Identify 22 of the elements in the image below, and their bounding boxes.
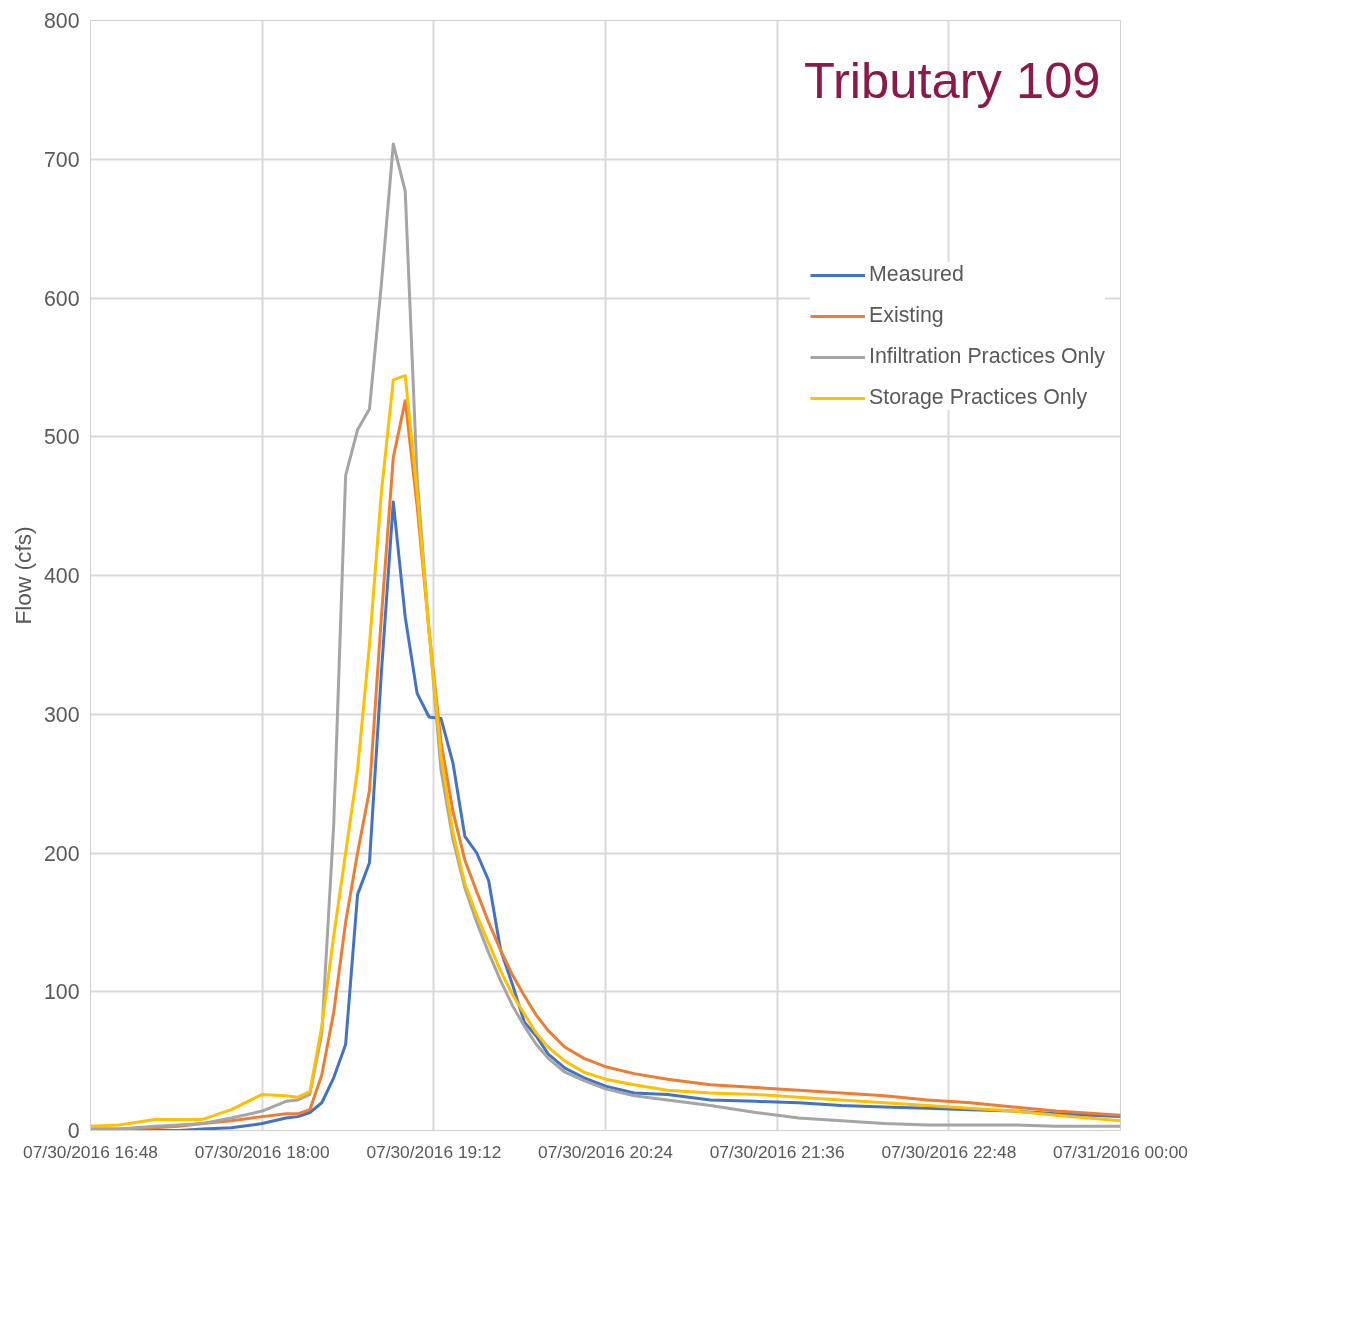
legend-label: Infiltration Practices Only: [869, 344, 1105, 369]
y-tick-label: 400: [43, 564, 80, 588]
legend-label: Measured: [869, 262, 964, 287]
x-tick-label: 07/30/2016 22:48: [881, 1141, 1017, 1162]
x-tick-label: 07/30/2016 21:36: [709, 1141, 845, 1162]
y-tick-label: 600: [43, 286, 80, 311]
y-tick-label: 0: [67, 1119, 80, 1143]
y-tick-label: 300: [43, 702, 80, 727]
legend-label: Storage Practices Only: [869, 385, 1088, 410]
y-tick-label: 500: [43, 425, 80, 450]
legend-label: Existing: [869, 303, 944, 328]
y-tick-label: 200: [43, 841, 80, 866]
x-tick-label: 07/30/2016 20:24: [538, 1141, 674, 1162]
x-tick-label: 07/31/2016 00:00: [1053, 1141, 1188, 1162]
y-tick-label: 100: [43, 980, 80, 1005]
x-tick-label: 07/30/2016 18:00: [194, 1141, 330, 1162]
x-tick-label: 07/30/2016 19:12: [366, 1141, 502, 1162]
text: Tributary 109: [803, 52, 1101, 109]
x-tick-label: 07/30/2016 16:48: [23, 1141, 158, 1162]
y-axis-title: Flow (cfs): [9, 526, 36, 625]
y-tick-label: 800: [43, 9, 80, 33]
y-tick-label: 700: [43, 147, 80, 172]
